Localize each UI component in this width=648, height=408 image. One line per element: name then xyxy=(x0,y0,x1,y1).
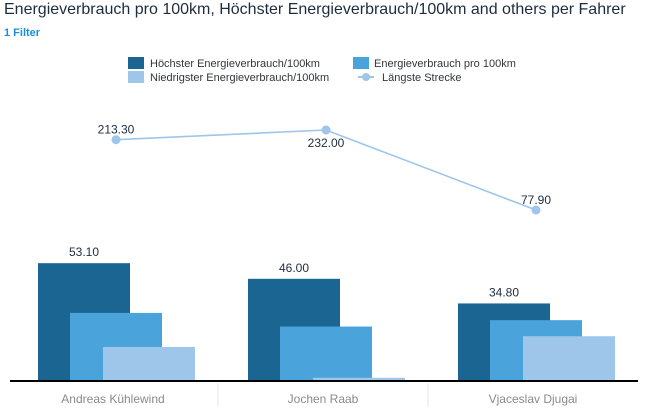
filter-link[interactable]: 1 Filter xyxy=(4,27,41,39)
legend-label-niedrigster: Niedrigster Energieverbrauch/100km xyxy=(150,72,329,84)
legend-swatch-hoechster xyxy=(128,57,144,69)
legend-label-hoechster: Höchster Energieverbrauch/100km xyxy=(150,58,320,70)
legend-swatch-niedrigster xyxy=(128,71,144,83)
legend-label-laengste: Längste Strecke xyxy=(382,72,462,84)
data-label-laengste: 77.90 xyxy=(521,193,551,207)
x-tick-label: Andreas Kühlewind xyxy=(61,392,164,406)
data-label-laengste: 213.30 xyxy=(98,123,135,137)
data-label-laengste: 232.00 xyxy=(308,136,345,150)
bar-niedrigster[interactable] xyxy=(103,347,195,380)
legend-marker-laengste xyxy=(362,73,370,81)
line-point-laengste[interactable] xyxy=(111,135,121,145)
legend-swatch-pro100 xyxy=(353,57,369,69)
x-tick-label: Jochen Raab xyxy=(288,392,359,406)
data-label-hoechster: 46.00 xyxy=(279,261,309,275)
bar-niedrigster[interactable] xyxy=(313,377,405,380)
chart-title: Energieverbrauch pro 100km, Höchster Ene… xyxy=(4,1,626,18)
bar-pro100[interactable] xyxy=(280,326,372,380)
data-label-hoechster: 53.10 xyxy=(69,245,99,259)
data-label-hoechster: 34.80 xyxy=(489,285,519,299)
legend: Höchster Energieverbrauch/100km Energiev… xyxy=(128,57,516,84)
line-point-laengste[interactable] xyxy=(531,205,541,215)
line-point-laengste[interactable] xyxy=(321,125,331,135)
legend-label-pro100: Energieverbrauch pro 100km xyxy=(374,58,516,70)
x-tick-label: Vjaceslav Djugai xyxy=(489,392,578,406)
bar-niedrigster[interactable] xyxy=(523,336,615,380)
